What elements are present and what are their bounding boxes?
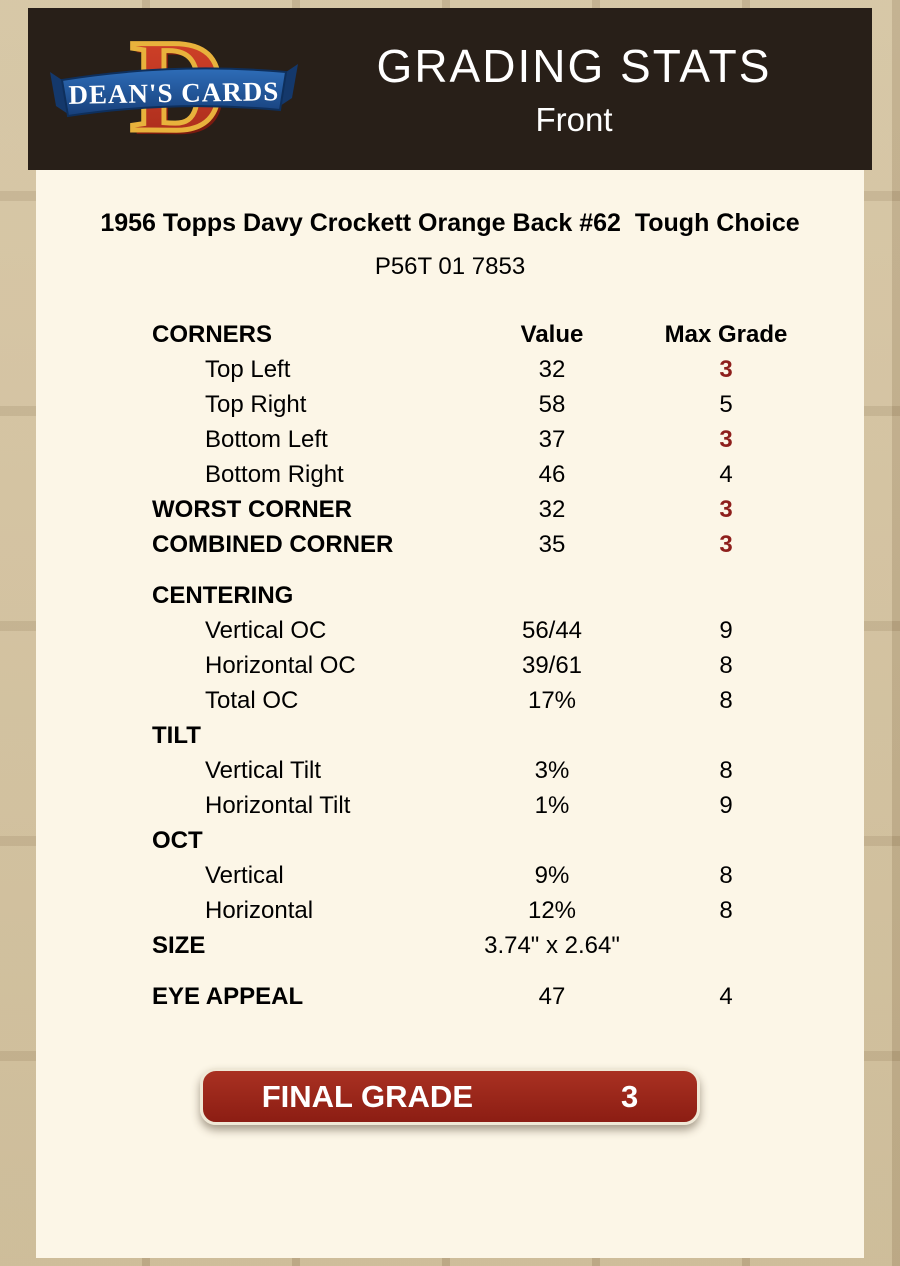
row-max-grade: 5 xyxy=(719,390,733,418)
row-label: Horizontal OC xyxy=(205,651,356,679)
row-label: Horizontal Tilt xyxy=(205,791,351,819)
row-max-grade: 3 xyxy=(719,355,733,383)
row-max-grade: 9 xyxy=(719,791,733,819)
row-label: Horizontal xyxy=(205,896,314,924)
row-max-grade: 3 xyxy=(719,495,733,523)
final-grade-button[interactable]: FINAL GRADE 3 xyxy=(200,1068,700,1125)
row-value: 17% xyxy=(527,686,577,714)
row-max-grade: 4 xyxy=(719,460,733,488)
table-row: COMBINED CORNER 35 3 xyxy=(152,527,800,562)
row-label: SIZE xyxy=(152,931,206,959)
row-max-grade: 3 xyxy=(719,425,733,453)
row-value: 47 xyxy=(538,982,566,1010)
content-panel: 1956 Topps Davy Crockett Orange Back #62… xyxy=(36,170,864,1258)
row-value: 35 xyxy=(538,530,566,558)
deans-cards-logo-graphic: D D DEAN'S CARDS xyxy=(50,9,298,163)
table-row: EYE APPEAL 47 4 xyxy=(152,979,800,1014)
table-row: Vertical OC 56/44 9 xyxy=(152,613,800,648)
row-label: COMBINED CORNER xyxy=(152,530,394,558)
logo-banner-text: DEAN'S CARDS xyxy=(68,76,279,110)
final-grade-value: 3 xyxy=(621,1078,639,1114)
table-rows: Top Left 32 3 Top Right 58 5 Bottom Left 37 3 Bot… xyxy=(152,352,800,1014)
table-row: Horizontal 12% 8 xyxy=(152,893,800,928)
row-value: 56/44 xyxy=(521,616,583,644)
row-max-grade: 8 xyxy=(719,896,733,924)
table-row: Horizontal Tilt 1% 9 xyxy=(152,788,800,823)
table-header-row: CORNERS Value Max Grade xyxy=(152,317,800,352)
row-label: TILT xyxy=(152,721,201,749)
col-corners-label: CORNERS xyxy=(152,320,273,348)
table-row: Top Right 58 5 xyxy=(152,387,800,422)
row-value: 9% xyxy=(534,861,570,889)
row-value: 39/61 xyxy=(521,651,583,679)
table-row: TILT xyxy=(152,718,800,753)
row-value: 3.74" x 2.64" xyxy=(484,931,620,959)
row-value: 32 xyxy=(538,495,566,523)
table-row: CENTERING xyxy=(152,578,800,613)
row-label: Top Right xyxy=(205,390,307,418)
grading-table: CORNERS Value Max Grade Top Left 32 3 Top R… xyxy=(36,317,864,1014)
row-max-grade: 4 xyxy=(719,982,733,1010)
row-label: Bottom Right xyxy=(205,460,344,488)
row-max-grade: 8 xyxy=(719,756,733,784)
row-value: 3% xyxy=(534,756,570,784)
table-row: Bottom Left 37 3 xyxy=(152,422,800,457)
table-row: Top Left 32 3 xyxy=(152,352,800,387)
row-value: 58 xyxy=(538,390,566,418)
banner-tail-left xyxy=(50,71,68,114)
banner-tail-right xyxy=(280,63,298,106)
row-label: Vertical xyxy=(205,861,284,889)
row-value: 12% xyxy=(527,896,577,924)
page-title: GRADING STATS xyxy=(376,40,772,92)
row-max-grade: 3 xyxy=(719,530,733,558)
deans-cards-logo: D D DEAN'S CARDS xyxy=(28,9,306,163)
row-value: 46 xyxy=(538,460,566,488)
row-label: OCT xyxy=(152,826,203,854)
row-label: Vertical OC xyxy=(205,616,327,644)
page-subtitle: Front xyxy=(535,101,613,138)
final-grade-label: FINAL GRADE xyxy=(261,1078,473,1114)
row-value: 1% xyxy=(534,791,570,819)
row-label: CENTERING xyxy=(152,581,294,609)
card-serial: P56T 01 7853 xyxy=(374,253,526,280)
table-row: WORST CORNER 32 3 xyxy=(152,492,800,527)
row-label: Top Left xyxy=(205,355,291,383)
card-title: 1956 Topps Davy Crockett Orange Back #62… xyxy=(100,209,800,237)
row-max-grade: 8 xyxy=(719,651,733,679)
row-label: Vertical Tilt xyxy=(205,756,322,784)
banner-ribbon xyxy=(60,66,288,117)
row-spacer xyxy=(152,562,800,578)
row-max-grade: 8 xyxy=(719,861,733,889)
col-value-label: Value xyxy=(520,320,584,348)
row-label: Bottom Left xyxy=(205,425,328,453)
row-value: 37 xyxy=(538,425,566,453)
row-label: Total OC xyxy=(205,686,299,714)
header-bar: D D DEAN'S CARDS GRADING STATS Front xyxy=(28,8,872,170)
row-label: EYE APPEAL xyxy=(152,982,304,1010)
table-row: SIZE 3.74" x 2.64" xyxy=(152,928,800,963)
row-label: WORST CORNER xyxy=(152,495,352,523)
header-title-block: GRADING STATS Front xyxy=(306,39,872,139)
table-row: OCT xyxy=(152,823,800,858)
row-max-grade: 8 xyxy=(719,686,733,714)
table-row: Horizontal OC 39/61 8 xyxy=(152,648,800,683)
table-row: Vertical Tilt 3% 8 xyxy=(152,753,800,788)
table-row: Vertical 9% 8 xyxy=(152,858,800,893)
col-max-grade-label: Max Grade xyxy=(664,320,788,348)
row-spacer xyxy=(152,963,800,979)
table-row: Total OC 17% 8 xyxy=(152,683,800,718)
table-row: Bottom Right 46 4 xyxy=(152,457,800,492)
row-max-grade: 9 xyxy=(719,616,733,644)
row-value: 32 xyxy=(538,355,566,383)
